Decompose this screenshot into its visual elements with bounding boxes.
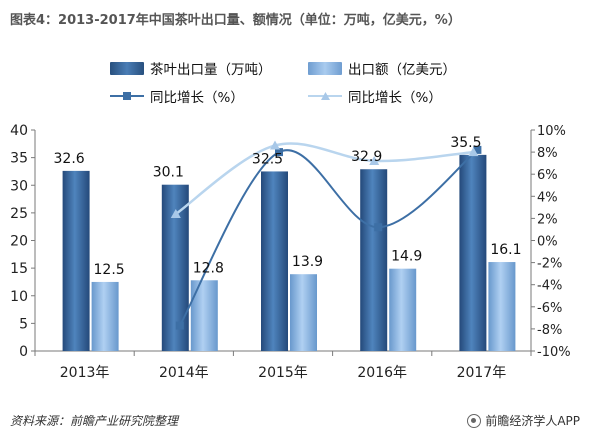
brand-label: 前瞻经济学人APP bbox=[485, 414, 580, 428]
left-tick-label: 25 bbox=[10, 206, 28, 222]
legend-item-volume: 茶叶出口量（万吨） bbox=[110, 58, 272, 78]
square-marker-icon bbox=[123, 92, 131, 100]
right-tick-label: 6% bbox=[537, 168, 558, 183]
legend-label-volume: 茶叶出口量（万吨） bbox=[150, 62, 272, 78]
point-value-growth bbox=[369, 155, 380, 165]
legend-label-value: 出口额（亿美元） bbox=[348, 62, 456, 78]
point-volume-growth bbox=[275, 148, 283, 157]
legend-item-value: 出口额（亿美元） bbox=[308, 58, 456, 78]
legend: 茶叶出口量（万吨） 出口额（亿美元） 同比增长（%） 同比增长（%） bbox=[0, 56, 590, 116]
axes: 0 5 10 15 20 25 30 35 40 -10% -8% -6% -4% -2% 0% 2% 4% 6%… bbox=[10, 123, 570, 381]
right-tick-label: -10% bbox=[537, 345, 571, 360]
x-tick-label: 2013年 bbox=[60, 365, 110, 381]
right-tick-label: -4% bbox=[537, 279, 562, 294]
legend-line-volume-growth bbox=[110, 89, 144, 103]
right-tick-label: 10% bbox=[537, 124, 566, 139]
left-tick-label: 40 bbox=[10, 123, 28, 139]
growth-lines bbox=[170, 140, 482, 330]
line-value-growth bbox=[175, 142, 474, 216]
right-tick-label: 0% bbox=[537, 235, 558, 250]
left-tick-label: 35 bbox=[10, 151, 28, 167]
right-tick-label: -8% bbox=[537, 323, 562, 338]
bar-value bbox=[190, 280, 218, 351]
bar-volume bbox=[261, 171, 288, 351]
data-label-value: 14.9 bbox=[391, 249, 422, 265]
bar-value bbox=[91, 281, 119, 351]
data-label-value: 13.9 bbox=[292, 254, 323, 270]
data-labels: 32.6 30.1 32.5 32.9 35.5 12.5 12.8 13.9 14.9 16.1 bbox=[54, 135, 522, 278]
bar-volume bbox=[459, 154, 487, 351]
right-tick-label: 8% bbox=[537, 146, 558, 161]
bar-value bbox=[389, 268, 417, 351]
line-volume-growth bbox=[178, 149, 479, 327]
x-tick-label: 2015年 bbox=[258, 365, 308, 381]
bar-volume bbox=[161, 184, 189, 351]
bar-value bbox=[488, 262, 516, 351]
point-value-growth bbox=[468, 147, 479, 157]
point-volume-growth bbox=[374, 223, 383, 232]
left-tick-label: 30 bbox=[10, 178, 28, 194]
left-tick-label: 5 bbox=[19, 316, 28, 332]
brand-logo-icon bbox=[467, 413, 482, 428]
x-tick-label: 2014年 bbox=[159, 365, 209, 381]
legend-swatch-volume bbox=[110, 61, 144, 75]
data-label-volume: 35.5 bbox=[450, 135, 481, 151]
bar-volume bbox=[62, 170, 90, 351]
right-tick-label: 4% bbox=[537, 190, 558, 205]
legend-item-volume-growth: 同比增长（%） bbox=[110, 86, 244, 106]
left-tick-label: 20 bbox=[10, 234, 28, 250]
legend-label-value-growth: 同比增长（%） bbox=[348, 90, 442, 106]
data-label-value: 12.5 bbox=[94, 262, 125, 278]
data-label-value: 16.1 bbox=[490, 242, 521, 258]
data-label-value: 12.8 bbox=[193, 260, 224, 276]
legend-swatch-value bbox=[308, 61, 342, 75]
legend-label-volume-growth: 同比增长（%） bbox=[150, 90, 244, 106]
left-tick-label: 15 bbox=[10, 261, 28, 277]
triangle-marker-icon bbox=[321, 92, 330, 100]
left-tick-label: 10 bbox=[10, 289, 28, 305]
x-tick-label: 2016年 bbox=[357, 365, 407, 381]
bar-volume bbox=[360, 169, 388, 351]
right-tick-label: 2% bbox=[537, 212, 558, 227]
point-volume-growth bbox=[473, 145, 482, 154]
x-tick-label: 2017年 bbox=[457, 365, 507, 381]
data-label-volume: 32.6 bbox=[54, 151, 85, 167]
source-note: 资料来源：前瞻产业研究院整理 bbox=[10, 414, 179, 428]
data-label-volume: 32.9 bbox=[351, 149, 382, 165]
point-volume-growth bbox=[175, 321, 184, 330]
legend-line-value-growth bbox=[308, 89, 342, 103]
point-value-growth bbox=[270, 140, 280, 150]
right-tick-label: -6% bbox=[537, 301, 562, 316]
right-tick-label: -2% bbox=[537, 257, 562, 272]
brand: 前瞻经济学人APP bbox=[467, 412, 580, 429]
data-label-volume: 30.1 bbox=[153, 165, 184, 181]
legend-item-value-growth: 同比增长（%） bbox=[308, 86, 442, 106]
left-tick-label: 0 bbox=[19, 344, 28, 360]
chart-title: 图表4：2013-2017年中国茶叶出口量、额情况（单位：万吨，亿美元，%） bbox=[10, 13, 461, 28]
data-label-volume: 32.5 bbox=[252, 151, 283, 167]
bar-value bbox=[290, 274, 317, 351]
point-value-growth bbox=[170, 208, 181, 218]
bars bbox=[62, 154, 516, 351]
